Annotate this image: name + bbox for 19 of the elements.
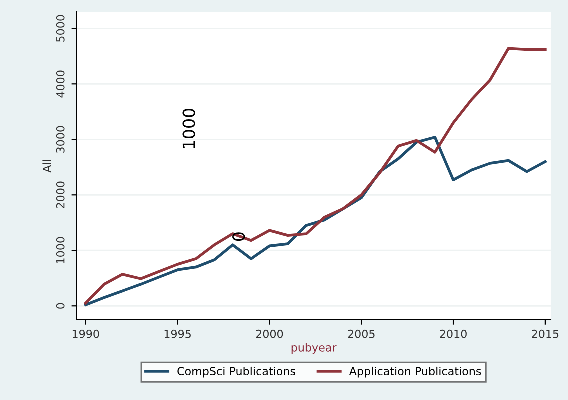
legend-label: Application Publications: [349, 366, 482, 378]
x-tick-label: 2010: [440, 330, 467, 338]
annotation: 0: [232, 232, 246, 242]
x-tick-label: 2005: [348, 330, 375, 338]
x-tick-label: 1995: [164, 330, 191, 338]
y-tick-label: 4000: [56, 70, 65, 98]
legend-label: CompSci Publications: [178, 366, 296, 378]
x-axis-title: pubyear: [292, 343, 337, 354]
y-tick-label: 0: [56, 303, 65, 309]
annotation: 1000: [182, 108, 196, 148]
y-tick-label: 1000: [56, 237, 65, 264]
y-tick-label: 2000: [56, 182, 65, 208]
y-tick-label: 3000: [56, 126, 65, 153]
line-series: [84, 47, 547, 305]
x-tick-label: 2000: [256, 330, 284, 338]
x-tick-label: 2015: [532, 330, 559, 338]
y-tick-label: 5000: [56, 15, 65, 42]
x-tick-label: 1990: [72, 330, 100, 338]
y-axis-title: All: [42, 160, 52, 173]
